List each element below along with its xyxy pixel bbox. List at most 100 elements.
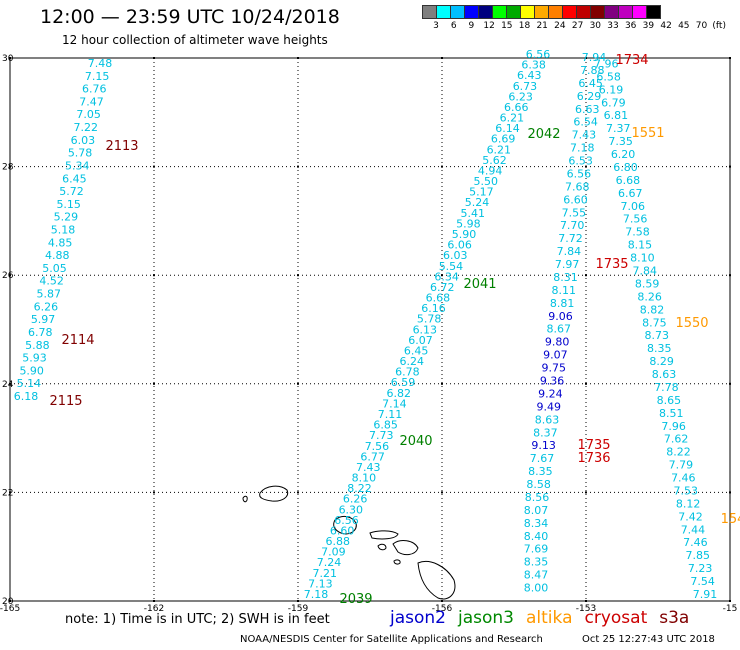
island-kauai — [259, 485, 289, 502]
color-scale-label: 70 — [695, 21, 708, 31]
wave-height-label: 6.23 — [508, 90, 533, 103]
wave-height-label: 7.54 — [690, 575, 715, 588]
longitude-tick-label: -15 — [723, 604, 738, 614]
wave-height-label: 8.75 — [642, 316, 667, 329]
color-swatch — [646, 5, 661, 19]
latitude-tick-label: 26 — [2, 271, 14, 281]
altimeter-tracks: 7.487.156.767.477.057.226.035.785.346.45… — [14, 48, 718, 601]
wave-height-label: 8.15 — [628, 239, 653, 252]
wave-height-label: 5.90 — [19, 364, 44, 377]
wave-height-label: 7.56 — [365, 440, 390, 453]
wave-height-label: 5.34 — [65, 159, 90, 172]
grid-intersection — [441, 382, 443, 385]
wave-height-label: 8.34 — [524, 517, 549, 530]
wave-height-label: 9.75 — [541, 362, 566, 375]
color-scale-label: 3 — [433, 21, 439, 31]
wave-height-label: 6.78 — [28, 326, 53, 339]
wave-height-label: 5.88 — [25, 339, 50, 352]
wave-height-label: 7.21 — [312, 567, 337, 580]
page-title: 12:00 — 23:59 UTC 10/24/2018 — [40, 6, 340, 28]
grid-intersection — [729, 274, 731, 277]
units-note: note: 1) Time is in UTC; 2) SWH is in fe… — [65, 612, 330, 627]
pass-time-label: 1550 — [675, 316, 708, 331]
wave-height-label: 6.56 — [567, 167, 592, 180]
wave-height-label: 5.62 — [482, 154, 507, 167]
wave-height-label: 7.43 — [356, 461, 381, 474]
wave-height-label: 7.44 — [681, 523, 706, 536]
wave-height-label: 6.45 — [578, 77, 603, 90]
wave-height-label: 7.22 — [74, 121, 99, 134]
map-grid — [9, 57, 731, 602]
wave-height-label: 6.53 — [568, 155, 593, 168]
pass-time-label: 2042 — [527, 127, 560, 142]
pass-time-label: 2041 — [463, 277, 496, 292]
wave-height-label: 6.54 — [573, 116, 598, 129]
color-scale-label: 24 — [554, 21, 566, 31]
wave-height-label: 8.35 — [528, 465, 553, 478]
wave-height-label: 6.63 — [575, 103, 600, 116]
wave-height-label: 7.05 — [76, 108, 101, 121]
wave-height-label: 6.38 — [521, 59, 546, 72]
island-molokai — [369, 530, 399, 540]
longitude-tick-label: -165 — [0, 604, 20, 614]
wave-height-label: 6.80 — [613, 161, 638, 174]
wave-height-label: 6.82 — [386, 387, 411, 400]
wave-height-label: 6.59 — [391, 376, 416, 389]
grid-intersection — [297, 57, 299, 59]
wave-height-label: 7.79 — [669, 459, 694, 472]
wave-height-label: 8.59 — [635, 277, 660, 290]
wave-height-label: 5.50 — [474, 175, 499, 188]
wave-height-label: 9.24 — [538, 387, 563, 400]
grid-intersection — [153, 57, 155, 59]
wave-height-label: 6.85 — [373, 419, 398, 432]
source-credit: NOAA/NESDIS Center for Satellite Applica… — [240, 634, 543, 645]
grid-intersection — [297, 382, 299, 385]
wave-height-label: 5.05 — [42, 262, 67, 275]
grid-intersection — [441, 491, 443, 494]
wave-height-label: 7.62 — [664, 433, 689, 446]
wave-height-label: 6.58 — [596, 70, 621, 83]
color-scale-label: 39 — [642, 21, 655, 31]
wave-height-label: 7.84 — [557, 245, 582, 258]
wave-height-label: 6.45 — [62, 172, 87, 185]
wave-height-label: 7.88 — [580, 64, 605, 77]
wave-height-label: 7.72 — [558, 232, 583, 245]
wave-height-label: 7.48 — [88, 57, 113, 70]
wave-height-label: 4.52 — [39, 275, 64, 288]
grid-intersection — [585, 382, 587, 385]
wave-height-label: 6.24 — [400, 355, 425, 368]
wave-height-label: 6.66 — [504, 101, 529, 114]
wave-height-label: 6.14 — [495, 122, 520, 135]
grid-intersection — [585, 57, 587, 59]
wave-height-label: 8.63 — [535, 413, 560, 426]
wave-height-label: 8.26 — [637, 290, 662, 303]
wave-height-label: 8.11 — [552, 284, 577, 297]
wave-height-label: 5.90 — [452, 228, 477, 241]
pass-time-label: 1735 — [577, 438, 610, 453]
wave-height-label: 7.84 — [633, 265, 658, 278]
wave-height-label: 7.06 — [620, 200, 645, 213]
wave-height-label: 5.78 — [68, 147, 93, 160]
pass-time-label: 2113 — [105, 139, 138, 154]
wave-height-label: 8.22 — [347, 482, 372, 495]
wave-height-label: 7.14 — [382, 397, 407, 410]
grid-intersection — [9, 491, 11, 494]
wave-height-label: 7.67 — [530, 452, 555, 465]
grid-intersection — [297, 491, 299, 494]
wave-height-label: 9.06 — [548, 310, 573, 323]
wave-height-label: 7.23 — [688, 562, 713, 575]
wave-height-label: 5.24 — [465, 196, 490, 209]
island-lanai — [377, 543, 387, 551]
wave-height-label: 6.13 — [413, 323, 438, 336]
color-scale-label: 42 — [660, 21, 672, 31]
pass-time-label: 1734 — [615, 53, 648, 68]
grid-intersection — [441, 57, 443, 59]
grid-intersection — [153, 600, 155, 602]
grid-intersection — [585, 165, 587, 168]
wave-height-label: 6.43 — [517, 69, 542, 82]
wave-height-label: 5.29 — [54, 211, 79, 224]
wave-height-label: 7.55 — [562, 206, 587, 219]
color-scale-label: 36 — [624, 21, 637, 31]
wave-height-label: 6.26 — [34, 300, 59, 313]
